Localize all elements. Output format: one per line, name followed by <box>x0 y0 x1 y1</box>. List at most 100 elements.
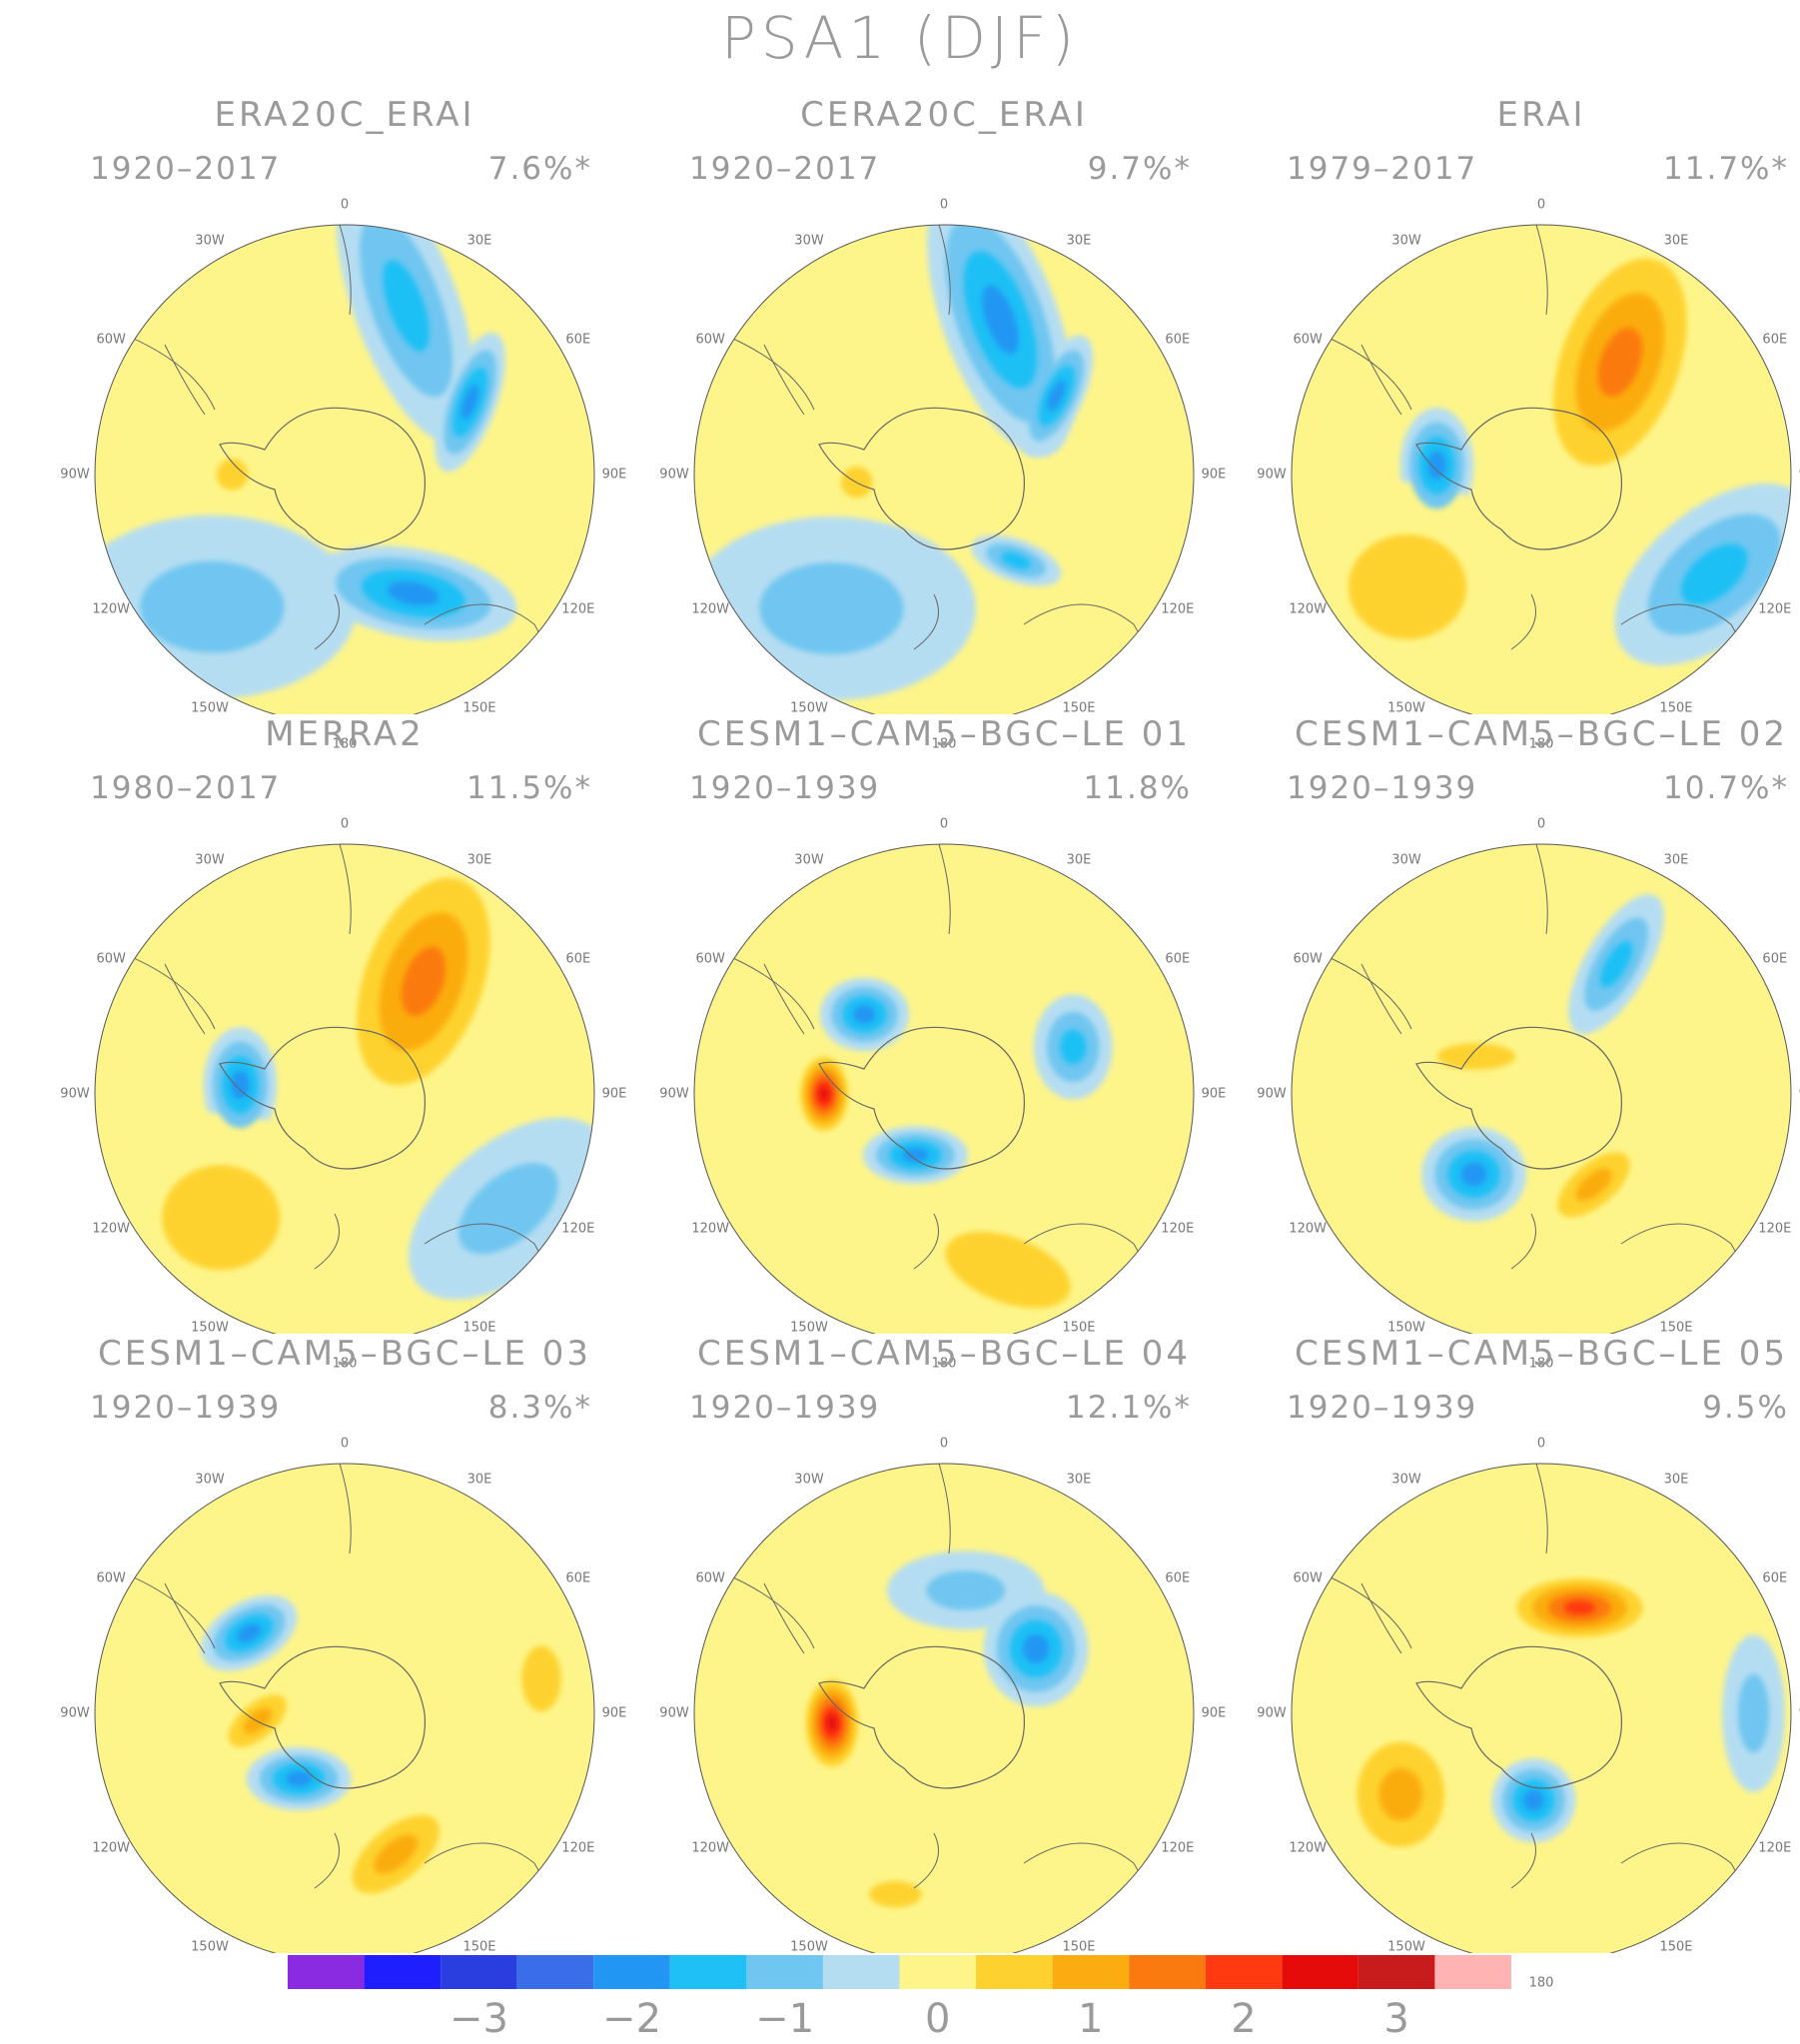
contour-region <box>826 1714 838 1732</box>
longitude-label: 30E <box>1663 233 1689 249</box>
map-panel: CESM1–CAM5–BGC–LE 01 1920–1939 11.8% 0 30E 60… <box>644 714 1244 1372</box>
contour-region <box>1047 381 1066 412</box>
contour-region <box>457 1163 558 1255</box>
longitude-label: 120W <box>691 1221 730 1237</box>
longitude-label: 60W <box>695 332 725 348</box>
colorbar-tick-label: −3 <box>449 1996 508 2042</box>
longitude-label: 90E <box>601 1086 627 1102</box>
longitude-label: 0 <box>1536 816 1546 832</box>
colorbar-tick-label: −2 <box>602 1996 662 2042</box>
longitude-label: 150W <box>1387 1939 1425 1955</box>
longitude-label: 150W <box>790 1939 828 1955</box>
map-panel: MERRA2 1980–2017 11.5%* 0 30E 60E 90E 120E 150E 1… <box>45 714 644 1372</box>
coastline <box>1510 1832 1536 1889</box>
contour-region <box>162 1165 281 1271</box>
longitude-label: 150W <box>1387 1320 1425 1336</box>
polar-map <box>94 1463 595 1953</box>
coastline <box>723 953 815 1030</box>
antarctica-coastline <box>818 1645 1026 1789</box>
panel-variance: 7.6%* <box>487 151 592 187</box>
contour-region <box>819 1086 829 1102</box>
longitude-label: 0 <box>939 1436 949 1452</box>
coastline <box>1535 225 1548 316</box>
longitude-label: 60E <box>1762 1570 1788 1586</box>
coastline <box>1321 953 1412 1030</box>
longitude-label: 30W <box>1391 1472 1421 1488</box>
coastline <box>723 1572 815 1649</box>
longitude-label: 150E <box>462 1939 496 1955</box>
polar-map <box>1291 843 1792 1334</box>
map-background <box>694 1464 1194 1953</box>
longitude-label: 60W <box>96 951 126 967</box>
contour-region <box>945 1232 1071 1309</box>
longitude-label: 60W <box>96 332 126 348</box>
panel-period: 1979–2017 <box>1287 151 1478 187</box>
longitude-label: 60W <box>1293 1570 1323 1586</box>
longitude-label: 150E <box>462 700 496 716</box>
longitude-label: 120E <box>561 601 595 617</box>
colorbar-swatch <box>669 1955 747 1989</box>
coastline <box>124 1572 216 1649</box>
contour-region <box>285 1770 313 1787</box>
coastline <box>1360 963 1402 1035</box>
coastline <box>1535 1464 1548 1554</box>
coastline <box>1360 344 1402 416</box>
contour-region <box>1597 327 1643 397</box>
coastline <box>314 1213 340 1270</box>
coastline <box>938 844 951 935</box>
coastline <box>339 1464 352 1554</box>
colorbar-swatch <box>1282 1955 1358 1989</box>
map-panel: CERA20C_ERAI 1920–2017 9.7%* 0 30E 60E 90E 120E… <box>644 95 1244 752</box>
panel-period: 1920–1939 <box>689 1390 881 1426</box>
longitude-label: 90W <box>659 467 689 483</box>
coastline <box>763 963 805 1035</box>
longitude-label: 120W <box>1289 1840 1328 1856</box>
longitude-label: 150W <box>790 700 828 716</box>
longitude-label: 60E <box>565 951 591 967</box>
longitude-label: 180 <box>1528 1356 1554 1372</box>
longitude-label: 30E <box>1066 852 1092 868</box>
coastline <box>1690 1493 1732 1517</box>
longitude-label: 60E <box>1165 1570 1191 1586</box>
longitude-label: 30W <box>1391 852 1421 868</box>
colorbar-swatch <box>1052 1955 1130 1989</box>
panel-period: 1980–2017 <box>90 770 282 806</box>
coastline <box>763 1582 805 1654</box>
longitude-label: 120E <box>561 1840 595 1856</box>
contour-region <box>902 1147 929 1163</box>
longitude-label: 30W <box>195 852 225 868</box>
contour-region <box>853 1005 876 1024</box>
map-background <box>1292 1464 1791 1953</box>
longitude-label: 180 <box>931 1975 957 1991</box>
longitude-label: 120W <box>92 1221 131 1237</box>
contour-region <box>401 946 447 1016</box>
colorbar-swatch <box>1434 1955 1511 1989</box>
polar-map <box>693 843 1195 1334</box>
colorbar-swatch <box>364 1955 442 1989</box>
longitude-label: 180 <box>332 736 358 752</box>
antarctica-coastline <box>818 407 1026 550</box>
antarctica-coastline <box>818 1026 1026 1170</box>
longitude-label: 90W <box>1257 1086 1287 1102</box>
map-panel: CESM1–CAM5–BGC–LE 04 1920–1939 12.1%* 0 30E 6… <box>644 1334 1244 1991</box>
longitude-label: 30E <box>1663 852 1689 868</box>
contour-region <box>140 560 285 653</box>
panel-variance: 10.7%* <box>1663 770 1789 806</box>
longitude-label: 120W <box>1289 1221 1328 1237</box>
panel-period: 1920–2017 <box>90 151 282 187</box>
antarctica-coastline <box>1415 1026 1623 1170</box>
coastline <box>164 344 206 416</box>
coastline <box>1321 1572 1412 1649</box>
longitude-label: 60W <box>96 1570 126 1586</box>
panel-title: CESM1–CAM5–BGC–LE 05 <box>1294 1334 1789 1374</box>
contour-region <box>1001 551 1032 569</box>
map-rim <box>1291 224 1792 714</box>
longitude-label: 30E <box>1066 233 1092 249</box>
contour-region <box>521 1645 561 1712</box>
longitude-label: 90E <box>1201 1705 1227 1721</box>
longitude-label: 90E <box>1799 1706 1800 1721</box>
longitude-label: 120E <box>1161 1840 1195 1856</box>
coastline <box>1093 1493 1135 1517</box>
longitude-label: 180 <box>1528 736 1554 752</box>
antarctica-coastline <box>1415 1645 1623 1789</box>
